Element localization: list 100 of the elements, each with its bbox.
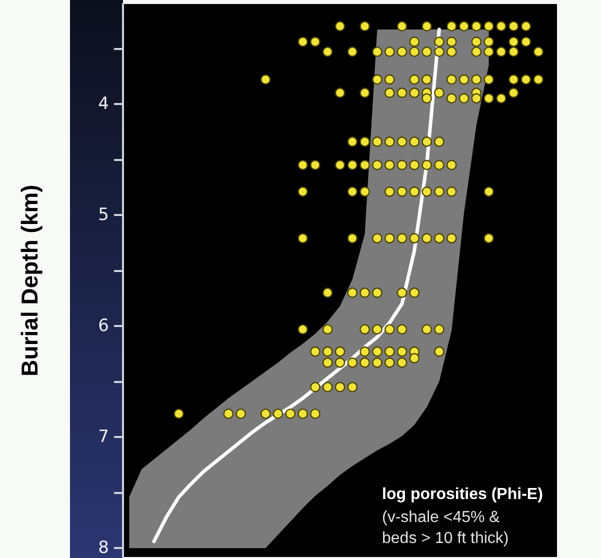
point: [334, 160, 346, 170]
point: [446, 93, 457, 104]
point: [396, 324, 408, 334]
point: [322, 382, 333, 392]
point: [298, 36, 308, 47]
point: [372, 288, 382, 298]
point: [334, 382, 346, 392]
point: [409, 160, 420, 170]
point: [434, 136, 444, 147]
point: [446, 21, 457, 32]
point: [409, 36, 420, 47]
point: [484, 93, 494, 104]
point: [384, 74, 395, 85]
point: [384, 233, 395, 244]
point: [458, 21, 470, 32]
point: [458, 93, 470, 104]
point: [396, 233, 408, 244]
point: [298, 408, 308, 419]
point: [384, 88, 395, 98]
point: [334, 21, 346, 32]
point: [409, 353, 420, 364]
point: [471, 74, 482, 85]
point: [347, 136, 358, 147]
point: [360, 186, 370, 197]
point: [508, 36, 519, 47]
point: [310, 346, 320, 357]
annotation: log porosities (Phi-E): [382, 486, 543, 503]
point: [446, 74, 457, 85]
point: [272, 408, 284, 419]
point: [322, 288, 333, 298]
point: [360, 21, 370, 32]
point: [484, 36, 494, 47]
point: [434, 36, 444, 47]
point: [446, 186, 457, 197]
point: [422, 324, 432, 334]
point: [372, 160, 382, 170]
point: [372, 136, 382, 147]
point: [471, 46, 482, 57]
point: [347, 46, 358, 57]
point: [422, 21, 432, 32]
point: [360, 88, 370, 98]
annotation: (v-shale <45% & beds > 10 ft thick): [382, 509, 509, 547]
y-tick-label: 7: [98, 427, 109, 448]
point: [384, 358, 395, 368]
point: [360, 346, 370, 357]
point: [434, 186, 444, 197]
point: [409, 88, 420, 98]
point: [533, 46, 544, 57]
point: [496, 21, 506, 32]
point: [310, 408, 320, 419]
point: [434, 46, 444, 57]
point: [422, 74, 432, 85]
point: [396, 88, 408, 98]
point: [334, 346, 346, 357]
point: [334, 358, 346, 368]
point: [434, 346, 444, 357]
point: [471, 93, 482, 104]
point: [322, 46, 333, 57]
point: [422, 93, 432, 104]
point: [372, 46, 382, 57]
point: [236, 408, 246, 419]
point: [422, 136, 432, 147]
point: [396, 46, 408, 57]
point: [384, 136, 395, 147]
point: [434, 233, 444, 244]
point: [434, 160, 444, 170]
point: [520, 21, 532, 32]
point: [310, 382, 320, 392]
y-tick-label: 4: [98, 94, 109, 114]
point: [360, 358, 370, 368]
point: [434, 88, 444, 98]
point: [298, 186, 308, 197]
point: [422, 186, 432, 197]
point: [360, 288, 370, 298]
point: [409, 233, 420, 244]
point: [285, 408, 296, 419]
point: [347, 186, 358, 197]
point: [174, 408, 184, 419]
point: [298, 324, 308, 334]
point: [396, 358, 408, 368]
y-tick-label: 5: [98, 204, 109, 225]
point: [446, 233, 457, 244]
point: [372, 324, 382, 334]
point: [484, 233, 494, 244]
point: [409, 74, 420, 85]
point: [409, 186, 420, 197]
point: [446, 46, 457, 57]
y-tick-label: 8: [98, 538, 109, 558]
point: [434, 324, 444, 334]
point: [223, 408, 234, 419]
point: [260, 74, 271, 85]
point: [384, 160, 395, 170]
point: [496, 93, 506, 104]
point: [372, 74, 382, 85]
point: [471, 21, 482, 32]
point: [347, 233, 358, 244]
point: [508, 46, 519, 57]
point: [310, 160, 320, 170]
point: [384, 46, 395, 57]
point: [396, 288, 408, 298]
